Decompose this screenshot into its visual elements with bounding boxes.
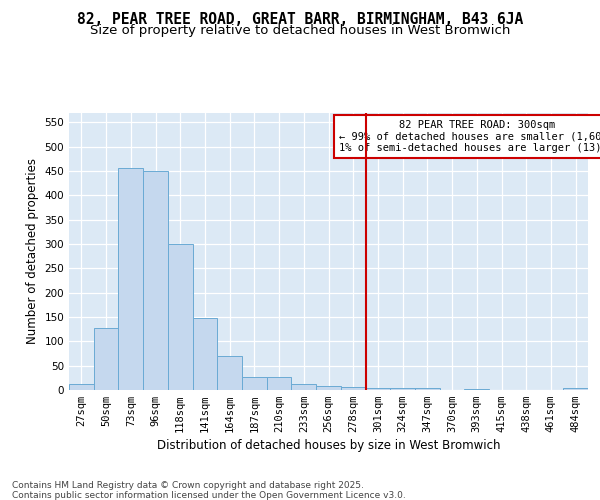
Bar xyxy=(464,389,489,390)
Bar xyxy=(69,384,94,390)
X-axis label: Distribution of detached houses by size in West Bromwich: Distribution of detached houses by size … xyxy=(157,440,500,452)
Bar xyxy=(390,388,415,390)
Bar xyxy=(118,168,143,390)
Bar xyxy=(341,387,365,390)
Bar xyxy=(193,318,217,390)
Bar xyxy=(242,377,267,390)
Text: Contains HM Land Registry data © Crown copyright and database right 2025.: Contains HM Land Registry data © Crown c… xyxy=(12,481,364,490)
Text: Contains public sector information licensed under the Open Government Licence v3: Contains public sector information licen… xyxy=(12,491,406,500)
Bar xyxy=(94,328,118,390)
Bar xyxy=(316,386,341,390)
Bar xyxy=(217,356,242,390)
Bar xyxy=(415,388,440,390)
Bar xyxy=(168,244,193,390)
Bar xyxy=(267,377,292,390)
Bar xyxy=(563,388,588,390)
Bar xyxy=(143,171,168,390)
Y-axis label: Number of detached properties: Number of detached properties xyxy=(26,158,39,344)
Text: 82, PEAR TREE ROAD, GREAT BARR, BIRMINGHAM, B43 6JA: 82, PEAR TREE ROAD, GREAT BARR, BIRMINGH… xyxy=(77,12,523,28)
Text: 82 PEAR TREE ROAD: 300sqm
← 99% of detached houses are smaller (1,605)
1% of sem: 82 PEAR TREE ROAD: 300sqm ← 99% of detac… xyxy=(339,120,600,153)
Bar xyxy=(365,388,390,390)
Text: Size of property relative to detached houses in West Bromwich: Size of property relative to detached ho… xyxy=(90,24,510,37)
Bar xyxy=(292,384,316,390)
